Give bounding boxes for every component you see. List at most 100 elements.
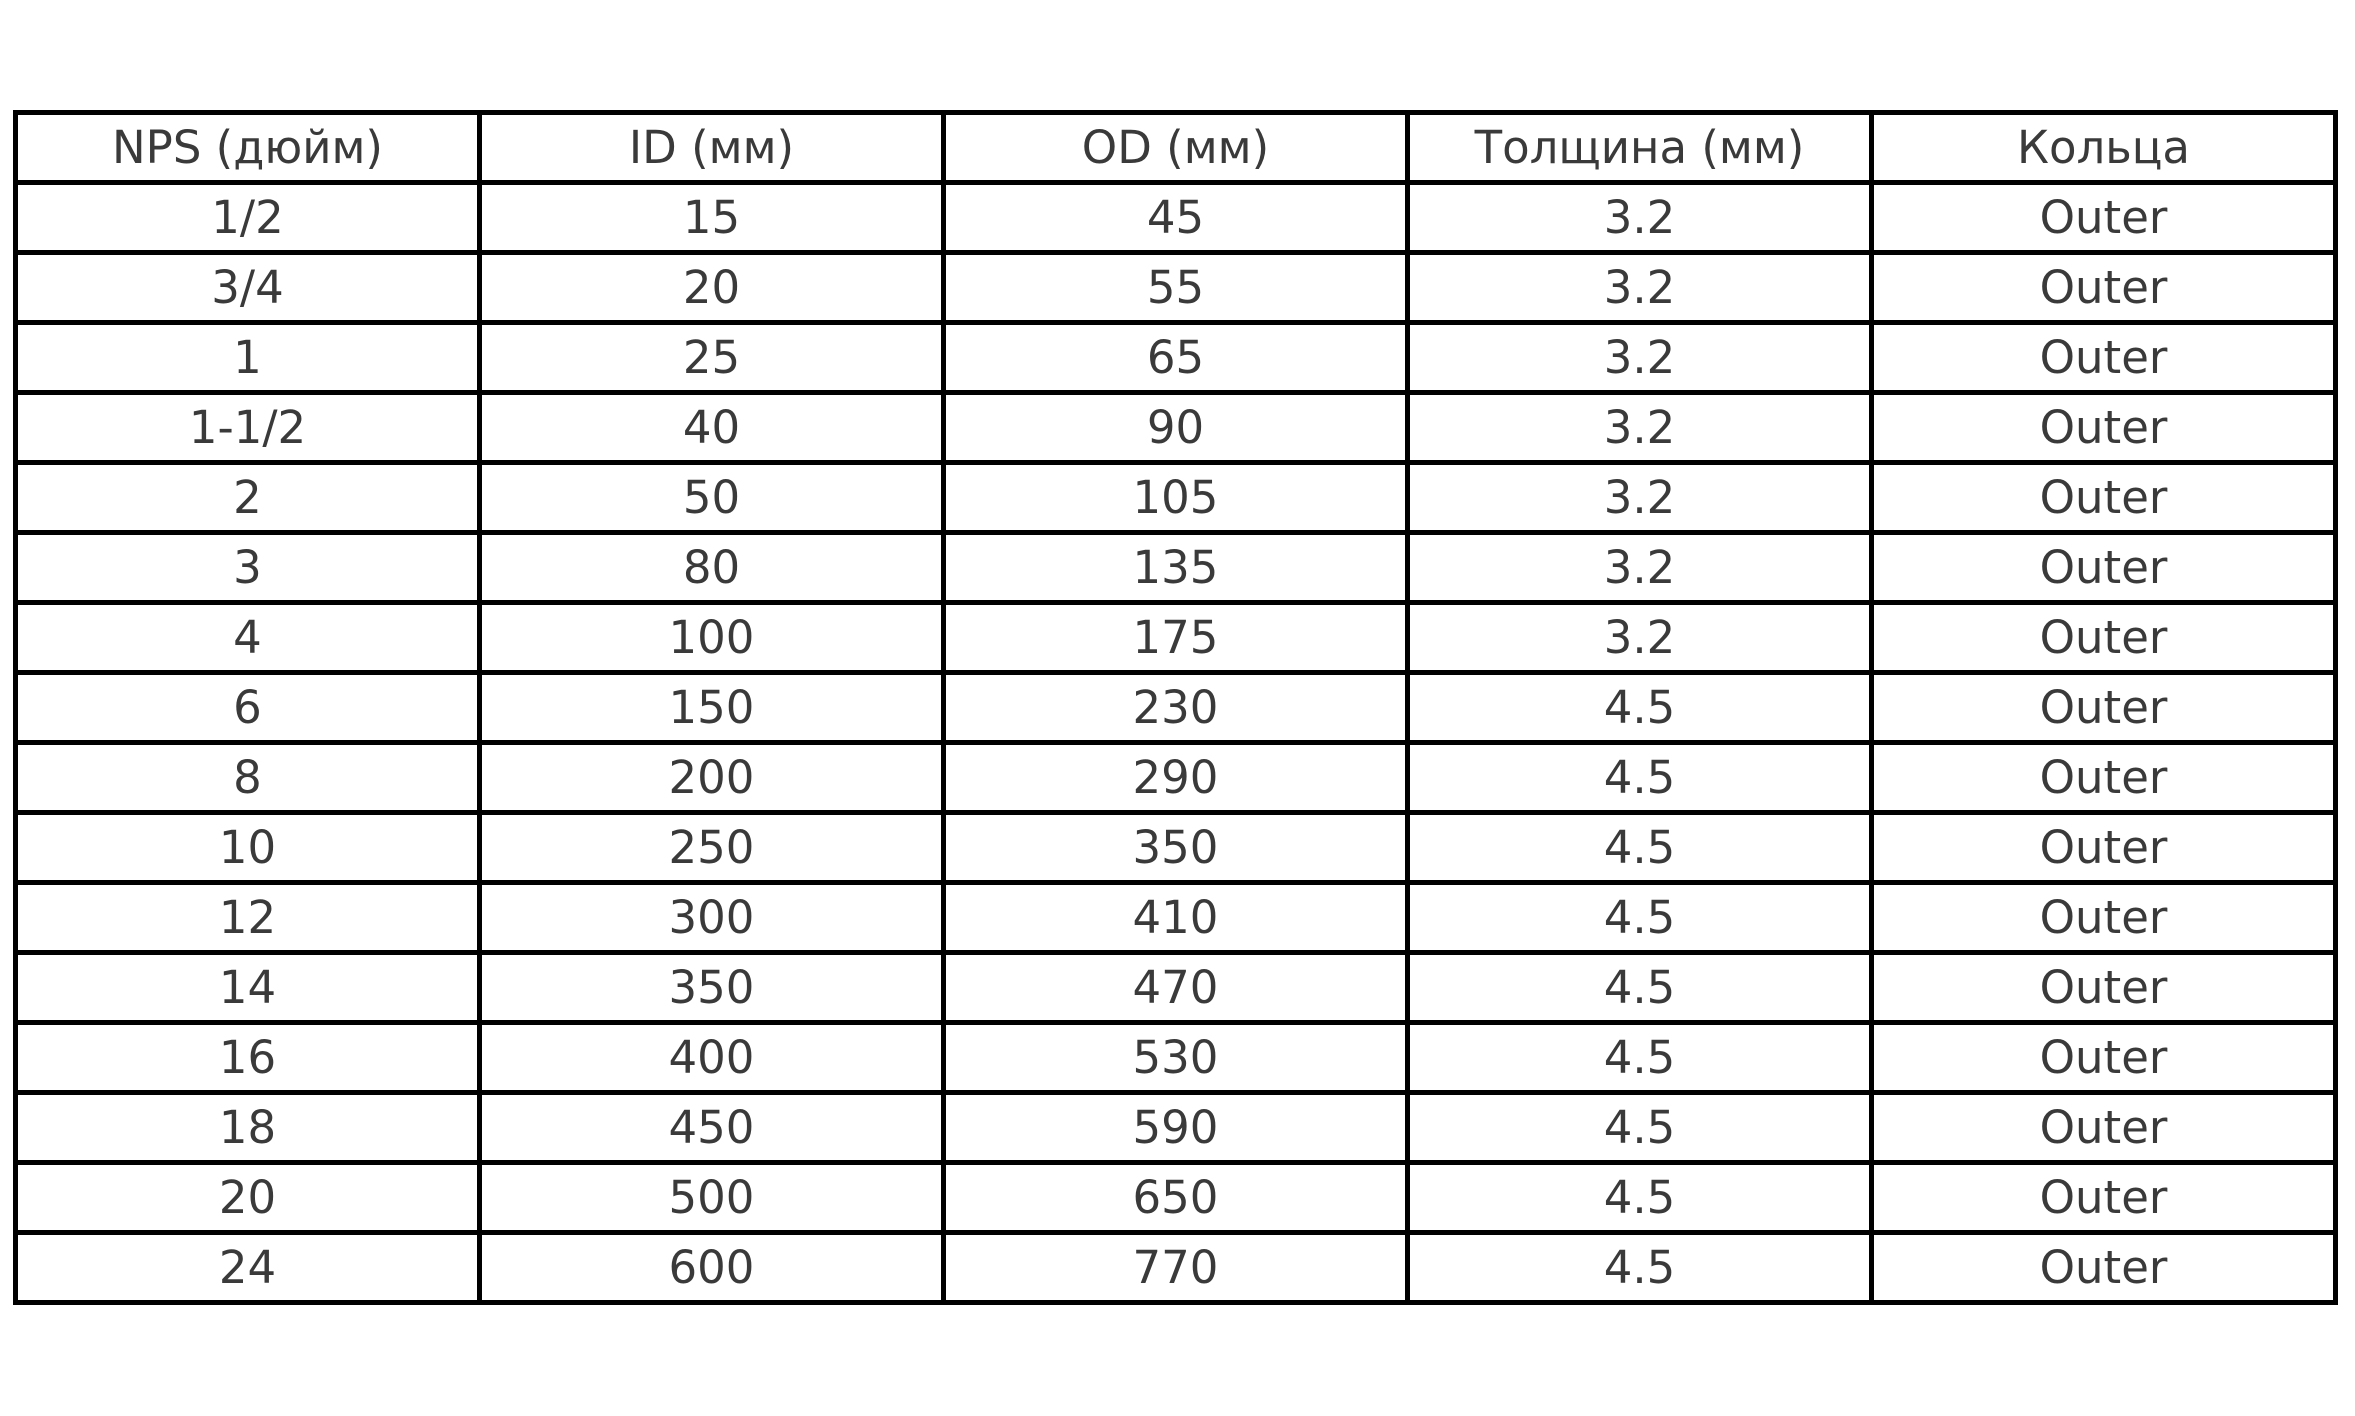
table-cell: 4.5 (1405, 880, 1874, 955)
table-row: 10 250 350 4.5 Outer (13, 810, 2338, 885)
table-cell: 20 (13, 1160, 482, 1235)
table-row: 14 350 470 4.5 Outer (13, 950, 2338, 1025)
table-cell: 80 (477, 530, 946, 605)
table-row: 20 500 650 4.5 Outer (13, 1160, 2338, 1235)
table-cell: 45 (941, 180, 1410, 255)
table-cell: Outer (1869, 250, 2338, 325)
table-cell: Outer (1869, 530, 2338, 605)
table-cell: 12 (13, 880, 482, 955)
table-cell: 8 (13, 740, 482, 815)
table-row: 2 50 105 3.2 Outer (13, 460, 2338, 535)
table-row: 3/4 20 55 3.2 Outer (13, 250, 2338, 325)
table-row: 6 150 230 4.5 Outer (13, 670, 2338, 745)
table-cell: 4.5 (1405, 1230, 1874, 1305)
table-row: 8 200 290 4.5 Outer (13, 740, 2338, 815)
table-cell: 24 (13, 1230, 482, 1305)
table-cell: 3.2 (1405, 180, 1874, 255)
table-row: 1 25 65 3.2 Outer (13, 320, 2338, 395)
table-cell: 230 (941, 670, 1410, 745)
table-cell: 650 (941, 1160, 1410, 1235)
table-cell: 135 (941, 530, 1410, 605)
table-cell: 290 (941, 740, 1410, 815)
table-cell: 350 (477, 950, 946, 1025)
column-header-od: OD (мм) (941, 110, 1410, 185)
table-cell: 2 (13, 460, 482, 535)
column-header-rings: Кольца (1869, 110, 2338, 185)
table-cell: 4.5 (1405, 1020, 1874, 1095)
table-cell: 1 (13, 320, 482, 395)
table-cell: Outer (1869, 950, 2338, 1025)
column-header-thickness: Толщина (мм) (1405, 110, 1874, 185)
table-cell: 1-1/2 (13, 390, 482, 465)
table-body: 1/2 15 45 3.2 Outer 3/4 20 55 3.2 Outer … (13, 180, 2338, 1305)
table-row: 1-1/2 40 90 3.2 Outer (13, 390, 2338, 465)
table-cell: Outer (1869, 880, 2338, 955)
table-cell: 150 (477, 670, 946, 745)
table-cell: 3.2 (1405, 460, 1874, 535)
table-cell: 100 (477, 600, 946, 675)
table-cell: Outer (1869, 600, 2338, 675)
pipe-size-table: NPS (дюйм) ID (мм) OD (мм) Толщина (мм) … (13, 110, 2338, 1305)
table-cell: 590 (941, 1090, 1410, 1165)
table-cell: 470 (941, 950, 1410, 1025)
table-cell: Outer (1869, 180, 2338, 255)
table-cell: 300 (477, 880, 946, 955)
table-row: 24 600 770 4.5 Outer (13, 1230, 2338, 1305)
table-cell: Outer (1869, 320, 2338, 395)
table-cell: 4.5 (1405, 1090, 1874, 1165)
table-cell: 3.2 (1405, 530, 1874, 605)
table-cell: 200 (477, 740, 946, 815)
table-cell: 16 (13, 1020, 482, 1095)
table-cell: 4.5 (1405, 670, 1874, 745)
table-cell: 1/2 (13, 180, 482, 255)
table-row: 18 450 590 4.5 Outer (13, 1090, 2338, 1165)
table-cell: 4.5 (1405, 810, 1874, 885)
table-cell: 90 (941, 390, 1410, 465)
table-row: 1/2 15 45 3.2 Outer (13, 180, 2338, 255)
table-cell: 175 (941, 600, 1410, 675)
table-row: 12 300 410 4.5 Outer (13, 880, 2338, 955)
table-cell: 3/4 (13, 250, 482, 325)
table-row: 16 400 530 4.5 Outer (13, 1020, 2338, 1095)
table-cell: 105 (941, 460, 1410, 535)
table-cell: 3.2 (1405, 250, 1874, 325)
table-cell: 410 (941, 880, 1410, 955)
column-header-nps: NPS (дюйм) (13, 110, 482, 185)
table-cell: 3.2 (1405, 320, 1874, 395)
table-cell: Outer (1869, 740, 2338, 815)
table-cell: Outer (1869, 460, 2338, 535)
table-cell: Outer (1869, 1020, 2338, 1095)
table-cell: 600 (477, 1230, 946, 1305)
table-cell: 3.2 (1405, 600, 1874, 675)
table-cell: 18 (13, 1090, 482, 1165)
table-cell: 3.2 (1405, 390, 1874, 465)
table-cell: Outer (1869, 1090, 2338, 1165)
table-cell: 500 (477, 1160, 946, 1235)
table-cell: Outer (1869, 390, 2338, 465)
table-row: 4 100 175 3.2 Outer (13, 600, 2338, 675)
table-cell: 4.5 (1405, 740, 1874, 815)
table-cell: 14 (13, 950, 482, 1025)
table-cell: 10 (13, 810, 482, 885)
header-row: NPS (дюйм) ID (мм) OD (мм) Толщина (мм) … (13, 110, 2338, 185)
table-cell: 3 (13, 530, 482, 605)
table-cell: Outer (1869, 670, 2338, 745)
table-cell: 450 (477, 1090, 946, 1165)
table-cell: 250 (477, 810, 946, 885)
table-cell: 25 (477, 320, 946, 395)
table-cell: 4.5 (1405, 1160, 1874, 1235)
table-cell: 350 (941, 810, 1410, 885)
table-cell: 6 (13, 670, 482, 745)
table-cell: 65 (941, 320, 1410, 395)
table-header: NPS (дюйм) ID (мм) OD (мм) Толщина (мм) … (13, 110, 2338, 185)
column-header-id: ID (мм) (477, 110, 946, 185)
table-cell: Outer (1869, 1160, 2338, 1235)
table-cell: 400 (477, 1020, 946, 1095)
table-cell: 770 (941, 1230, 1410, 1305)
table-row: 3 80 135 3.2 Outer (13, 530, 2338, 605)
table-cell: 4 (13, 600, 482, 675)
table-cell: 530 (941, 1020, 1410, 1095)
table-cell: 50 (477, 460, 946, 535)
table-cell: 55 (941, 250, 1410, 325)
